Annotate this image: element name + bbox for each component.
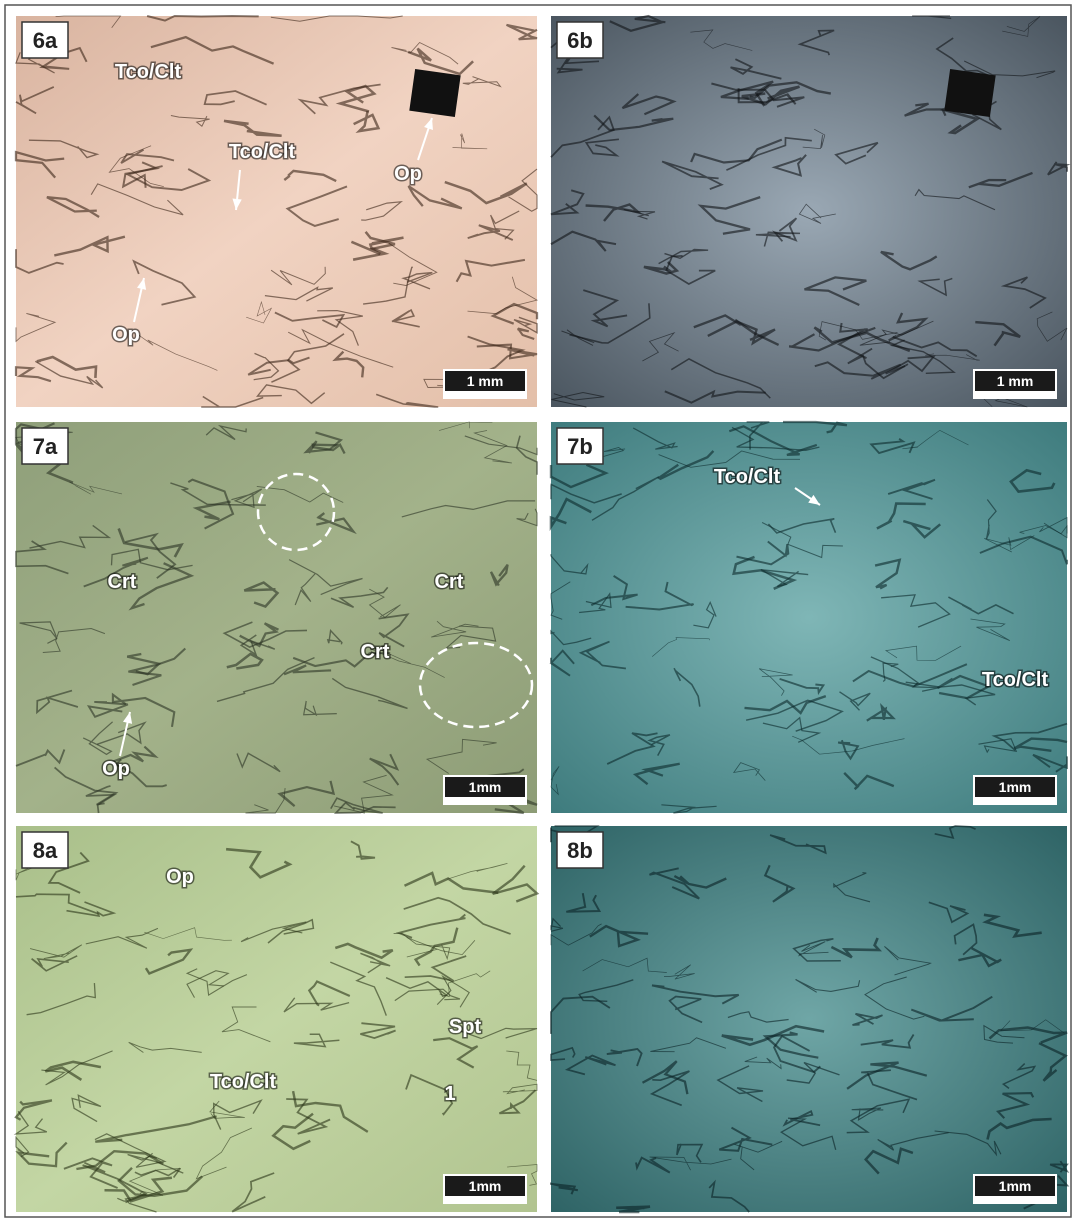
micrograph [16, 422, 537, 813]
panel-label: 6a [33, 28, 58, 53]
annotation: Op [166, 866, 194, 888]
micrograph-panel: 8a 1mm Op Spt Tco/Clt 1 [16, 826, 537, 1212]
annotation: Tco/Clt [210, 1071, 277, 1093]
annotation: Op [102, 758, 130, 780]
annotation: Op [112, 324, 140, 346]
micrograph-panel: 6b 1 mm [551, 16, 1067, 407]
micrograph-panel: 6a 1 mm Tco/Clt Tco/Clt Op Op [16, 16, 537, 407]
micrograph [551, 826, 1067, 1212]
panel-label: 7a [33, 434, 58, 459]
panel-label: 7b [567, 434, 593, 459]
panel-label: 8a [33, 838, 58, 863]
annotation: Crt [108, 571, 137, 593]
scale-bar-label: 1 mm [467, 373, 504, 389]
scale-bar-label: 1mm [469, 1178, 502, 1194]
annotation: Tco/Clt [982, 669, 1049, 691]
scale-bar-label: 1mm [469, 779, 502, 795]
scale-bar-label: 1mm [999, 779, 1032, 795]
annotation: Op [394, 163, 422, 185]
scale-bar-label: 1mm [999, 1178, 1032, 1194]
micrograph-panel: 7a 1mm Crt Crt Crt Op [16, 422, 537, 813]
scale-bar-label: 1 mm [997, 373, 1034, 389]
micrograph-panel: 7b 1mm Tco/Clt Tco/Clt [551, 422, 1067, 813]
annotation: Crt [435, 571, 464, 593]
annotation: Tco/Clt [714, 466, 781, 488]
annotation: Tco/Clt [229, 141, 296, 163]
crack [551, 828, 552, 843]
figure: 6a 1 mm Tco/Clt Tco/Clt Op Op 6b 1 mm 7a 1mm Crt Cr… [0, 0, 1076, 1222]
annotation: Spt [449, 1016, 482, 1038]
panel-label: 6b [567, 28, 593, 53]
annotation: Crt [361, 641, 390, 663]
opaque-grain [944, 69, 995, 117]
micrograph-panel: 8b 1mm [551, 826, 1067, 1212]
panel-label: 8b [567, 838, 593, 863]
annotation: 1 [444, 1083, 455, 1105]
opaque-grain [409, 69, 460, 117]
annotation: Tco/Clt [115, 61, 182, 83]
